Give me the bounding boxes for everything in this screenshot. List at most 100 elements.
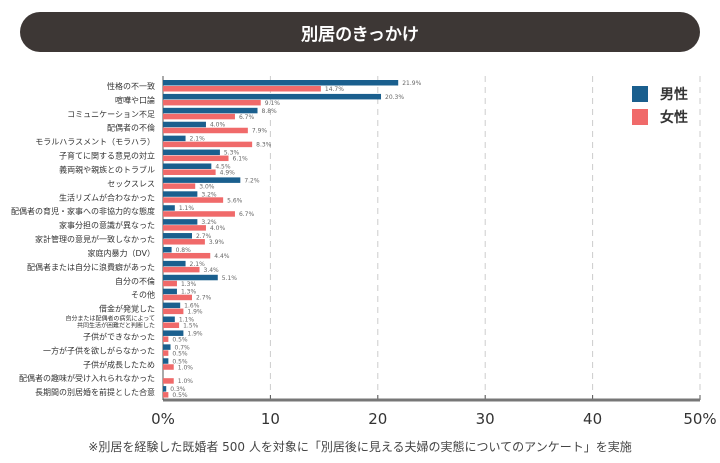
bar-male xyxy=(163,219,198,225)
bar-male xyxy=(163,191,198,197)
bar-male xyxy=(163,93,382,100)
data-label: 4.5% xyxy=(215,163,231,170)
bar-male xyxy=(163,386,167,392)
data-label: 20.3% xyxy=(385,94,404,101)
category-label: モラルハラスメント（モラハラ） xyxy=(35,138,155,147)
category-label: 配偶者の育児・家事への非協力的な態度 xyxy=(11,206,155,216)
bar-female xyxy=(163,392,169,398)
bar-male xyxy=(163,316,175,323)
data-label: 6.7% xyxy=(239,114,255,121)
bar-male xyxy=(163,246,172,253)
data-label: 0.8% xyxy=(176,247,192,254)
category-label: 借金が発覚した xyxy=(99,304,155,314)
bar-female xyxy=(163,239,205,245)
bar-male xyxy=(163,149,220,156)
bar-female xyxy=(163,197,224,203)
bar-male xyxy=(163,107,258,114)
legend-item-male: 男性 xyxy=(632,84,688,104)
bar-female xyxy=(163,155,229,162)
bar-male xyxy=(163,163,212,169)
data-label: 2.7% xyxy=(196,295,212,302)
bar-female xyxy=(163,252,211,259)
bar-female xyxy=(163,350,169,356)
data-label: 6.7% xyxy=(239,211,255,218)
legend-swatch-female xyxy=(632,109,648,125)
bar-male xyxy=(163,330,184,336)
data-label: 1.9% xyxy=(187,309,203,316)
category-label: 自分または配偶者の病気によって xyxy=(65,315,155,323)
bar-male xyxy=(163,288,177,295)
data-label: 3.2% xyxy=(201,191,217,198)
bar-male xyxy=(163,233,192,239)
category-label: 性格の不一致 xyxy=(107,81,155,91)
bar-female xyxy=(163,294,192,301)
data-label: 1.1% xyxy=(179,205,195,212)
bar-male xyxy=(163,135,186,142)
bar-male xyxy=(163,344,171,350)
category-label: 生活リズムが合わなかった xyxy=(59,192,155,202)
bar-female xyxy=(163,336,169,342)
bar-female xyxy=(163,113,235,120)
footnote: ※別居を経験した既婚者 500 人を対象に「別居後に見える夫婦の実態についてのア… xyxy=(88,440,632,454)
data-label: 14.7% xyxy=(325,86,344,93)
category-label: 配偶者の不倫 xyxy=(107,123,155,133)
category-label: 家事分担の意識が異なった xyxy=(59,220,155,230)
bar-female xyxy=(163,280,177,287)
data-label: 9.1% xyxy=(265,100,281,107)
data-label: 0.5% xyxy=(172,336,188,343)
data-label: 2.7% xyxy=(196,233,212,240)
bar-female xyxy=(163,211,235,217)
bar-female xyxy=(163,322,180,329)
bar-female xyxy=(163,308,184,315)
data-label: 2.1% xyxy=(190,136,206,143)
data-label: 1.3% xyxy=(181,289,197,296)
data-label: 1.5% xyxy=(183,323,199,330)
data-label: 1.0% xyxy=(178,378,194,385)
bar-male xyxy=(163,260,186,267)
data-label: 1.6% xyxy=(184,303,200,310)
bar-female xyxy=(163,86,321,92)
category-label: セックスレス xyxy=(107,179,155,188)
bar-female xyxy=(163,225,206,231)
data-label: 4.4% xyxy=(214,253,230,260)
bar-female xyxy=(163,99,261,106)
bar-male xyxy=(163,358,169,364)
data-label: 4.9% xyxy=(220,169,236,176)
category-label: 一方が子供を欲しがらなかった xyxy=(43,345,155,355)
bar-female xyxy=(163,141,253,148)
legend-label-female: 女性 xyxy=(660,110,688,126)
category-label: 子育てに関する意見の対立 xyxy=(59,151,155,161)
data-label: 1.0% xyxy=(178,364,194,371)
data-label: 0.5% xyxy=(172,350,188,357)
data-label: 21.9% xyxy=(402,80,421,87)
data-label: 6.1% xyxy=(233,156,249,163)
data-label: 5.1% xyxy=(222,275,238,282)
data-label: 8.3% xyxy=(256,142,272,149)
category-label: 共同生活が困難だと判断した xyxy=(77,322,155,330)
data-label: 3.4% xyxy=(204,267,220,274)
bar-male xyxy=(163,80,399,86)
data-label: 1.3% xyxy=(181,281,197,288)
category-label: 喧嘩や口論 xyxy=(115,95,155,105)
bar-female xyxy=(163,364,174,370)
category-label: コミュニケーション不足 xyxy=(67,110,155,119)
x-tick-label: 20 xyxy=(368,410,387,428)
x-tick-label: 10 xyxy=(261,410,280,428)
bar-male xyxy=(163,177,241,183)
data-label: 3.2% xyxy=(201,219,217,226)
data-label: 4.0% xyxy=(210,225,226,232)
data-label: 5.6% xyxy=(227,197,243,204)
category-label: 配偶者または自分に浪費癖があった xyxy=(27,262,155,272)
bar-male xyxy=(163,121,206,128)
bar-male xyxy=(163,205,175,211)
data-label: 0.3% xyxy=(170,386,186,393)
legend-label-male: 男性 xyxy=(660,87,688,103)
chart-title: 別居のきっかけ xyxy=(20,12,700,52)
data-label: 2.1% xyxy=(190,261,206,268)
bar-female xyxy=(163,378,174,384)
bar-female xyxy=(163,127,248,134)
bar-male xyxy=(163,274,218,281)
data-label: 7.2% xyxy=(244,177,260,184)
category-label: 義両親や親族とのトラブル xyxy=(59,164,155,174)
